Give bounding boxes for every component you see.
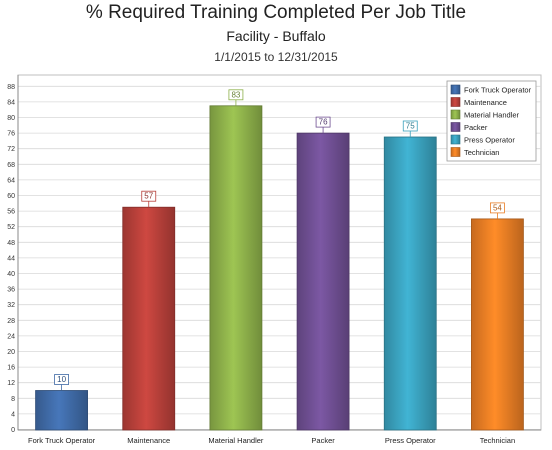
- x-tick-label: Technician: [480, 436, 515, 445]
- bar-material-handler: [209, 105, 263, 431]
- legend-label: Technician: [464, 148, 499, 157]
- y-tick-label: 60: [7, 193, 15, 200]
- x-tick-label: Press Operator: [385, 436, 436, 445]
- data-label-box: [54, 374, 69, 385]
- y-tick-label: 48: [7, 240, 15, 247]
- data-label: 54: [493, 203, 502, 212]
- data-label: 75: [406, 122, 415, 131]
- x-tick-label: Maintenance: [127, 436, 170, 445]
- y-tick-label: 8: [11, 396, 15, 403]
- legend-label: Maintenance: [464, 98, 507, 107]
- data-label-box: [402, 120, 418, 132]
- bar-fork-truck-operator: [35, 390, 88, 431]
- legend-swatch: [450, 84, 461, 95]
- legend-swatch: [450, 97, 461, 107]
- legend-label: Fork Truck Operator: [464, 86, 532, 95]
- y-tick-label: 20: [7, 349, 15, 356]
- y-tick-label: 52: [7, 224, 15, 231]
- chart-date-range: 1/1/2015 to 12/31/2015: [214, 50, 338, 64]
- y-tick-label: 64: [7, 177, 15, 184]
- bar-press-operator: [383, 136, 437, 431]
- y-tick-label: 84: [7, 99, 15, 106]
- y-tick-label: 32: [7, 302, 15, 309]
- y-tick-label: 80: [7, 115, 15, 122]
- data-label-box: [490, 202, 505, 214]
- y-tick-label: 12: [7, 380, 15, 387]
- chart-title: % Required Training Completed Per Job Ti…: [85, 2, 467, 23]
- legend-swatch: [450, 122, 461, 132]
- legend-swatch: [450, 134, 461, 145]
- bar-maintenance: [122, 206, 176, 431]
- y-tick-label: 44: [7, 255, 15, 262]
- data-label: 83: [231, 90, 240, 99]
- y-tick-label: 88: [7, 84, 15, 91]
- y-tick-label: 56: [7, 209, 15, 216]
- y-tick-label: 72: [7, 146, 15, 153]
- x-tick-label: Material Handler: [208, 436, 264, 445]
- chart-subtitle: Facility - Buffalo: [226, 28, 326, 44]
- data-label: 10: [57, 375, 66, 384]
- y-tick-label: 36: [7, 287, 15, 294]
- y-tick-label: 0: [11, 427, 15, 434]
- data-label-box: [315, 116, 331, 128]
- data-label: 76: [319, 118, 328, 127]
- y-tick-label: 28: [7, 318, 15, 325]
- y-tick-label: 24: [7, 333, 15, 340]
- data-label: 57: [144, 192, 153, 201]
- legend-label: Material Handler: [464, 111, 520, 120]
- data-label-box: [228, 89, 244, 101]
- x-tick-label: Packer: [311, 436, 335, 445]
- legend-label: Press Operator: [464, 136, 515, 145]
- legend-box: [446, 80, 537, 162]
- legend-label: Packer: [464, 123, 488, 132]
- y-tick-label: 76: [7, 131, 15, 138]
- bar-packer: [296, 132, 350, 431]
- legend-swatch: [450, 109, 461, 120]
- x-tick-label: Fork Truck Operator: [28, 436, 96, 445]
- y-tick-label: 4: [11, 411, 15, 418]
- y-tick-label: 68: [7, 162, 15, 169]
- legend-swatch: [450, 147, 461, 157]
- y-tick-label: 16: [7, 365, 15, 372]
- y-tick-label: 40: [7, 271, 15, 278]
- bar-technician: [471, 218, 524, 431]
- data-label-box: [141, 190, 157, 202]
